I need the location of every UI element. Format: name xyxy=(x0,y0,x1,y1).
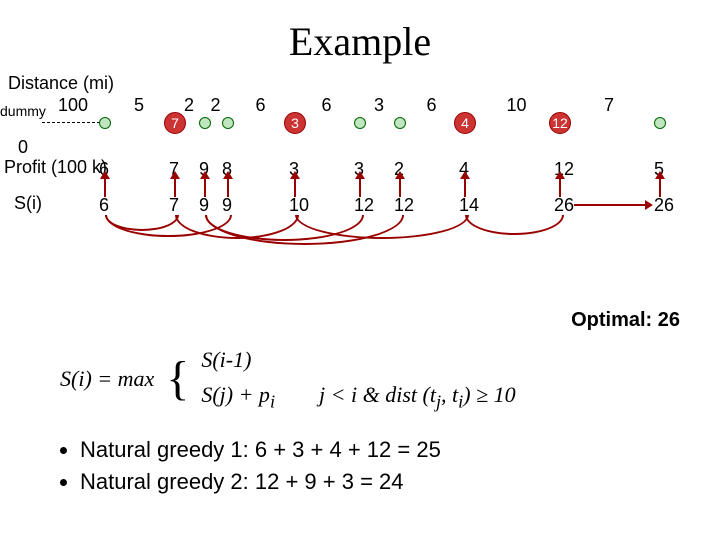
node xyxy=(199,117,211,129)
formula-opt1: S(i-1) xyxy=(201,342,515,377)
formula-lhs: S(i) = max xyxy=(60,366,154,392)
si-value: 12 xyxy=(354,195,374,216)
arrow-up-icon xyxy=(174,177,176,197)
distance-value: 5 xyxy=(134,95,144,116)
arrow-up-icon xyxy=(204,177,206,197)
distance-value: 2 xyxy=(211,95,221,116)
arrow-up-icon xyxy=(559,177,561,197)
node xyxy=(99,117,111,129)
arrow-up-icon xyxy=(659,177,661,197)
si-value: 26 xyxy=(554,195,574,216)
distance-value: 2 xyxy=(184,95,194,116)
node xyxy=(394,117,406,129)
distance-value: 10 xyxy=(507,95,527,116)
arrow-up-icon xyxy=(359,177,361,197)
distance-value: 7 xyxy=(604,95,614,116)
label-dummy: dummy xyxy=(0,103,46,119)
node-selected: 3 xyxy=(284,112,306,134)
label-distance: Distance (mi) xyxy=(8,73,114,94)
si-value: 12 xyxy=(394,195,414,216)
distance-value: 6 xyxy=(322,95,332,116)
si-value: 26 xyxy=(654,195,674,216)
dummy-dashed-line xyxy=(42,122,100,123)
bullet-item: Natural greedy 2: 12 + 9 + 3 = 24 xyxy=(80,469,720,495)
arrow-up-icon xyxy=(399,177,401,197)
node xyxy=(654,117,666,129)
si-value: 7 xyxy=(169,195,179,216)
label-zero: 0 xyxy=(18,137,28,158)
si-value: 9 xyxy=(199,195,209,216)
distance-value: 6 xyxy=(256,95,266,116)
arrow-up-icon xyxy=(464,177,466,197)
optimal-label: Optimal: 26 xyxy=(0,309,680,332)
si-value: 14 xyxy=(459,195,479,216)
arrow-up-icon xyxy=(104,177,106,197)
arrow-right-icon xyxy=(574,204,646,206)
dp-arc xyxy=(465,215,564,235)
brace-icon: { xyxy=(166,360,189,398)
node-selected: 4 xyxy=(454,112,476,134)
recurrence-formula: S(i) = max { S(i-1) S(j) + pi j < i & di… xyxy=(60,342,720,417)
si-value: 10 xyxy=(289,195,309,216)
label-100: 100 xyxy=(58,95,88,116)
si-value: 9 xyxy=(222,195,232,216)
label-si: S(i) xyxy=(14,193,42,214)
node-selected: 12 xyxy=(549,112,571,134)
arrow-up-icon xyxy=(227,177,229,197)
node xyxy=(354,117,366,129)
label-profit: Profit (100 k) xyxy=(4,157,107,178)
bullet-item: Natural greedy 1: 6 + 3 + 4 + 12 = 25 xyxy=(80,437,720,463)
bullet-list: Natural greedy 1: 6 + 3 + 4 + 12 = 25 Na… xyxy=(40,437,720,495)
arrow-up-icon xyxy=(294,177,296,197)
distance-value: 6 xyxy=(427,95,437,116)
diagram-stage: Distance (mi) dummy 100 0 Profit (100 k)… xyxy=(0,65,720,305)
distance-value: 3 xyxy=(374,95,384,116)
node xyxy=(222,117,234,129)
page-title: Example xyxy=(0,18,720,65)
formula-opt2: S(j) + pi j < i & dist (tj, ti) ≥ 10 xyxy=(201,377,515,417)
node-selected: 7 xyxy=(164,112,186,134)
si-value: 6 xyxy=(99,195,109,216)
